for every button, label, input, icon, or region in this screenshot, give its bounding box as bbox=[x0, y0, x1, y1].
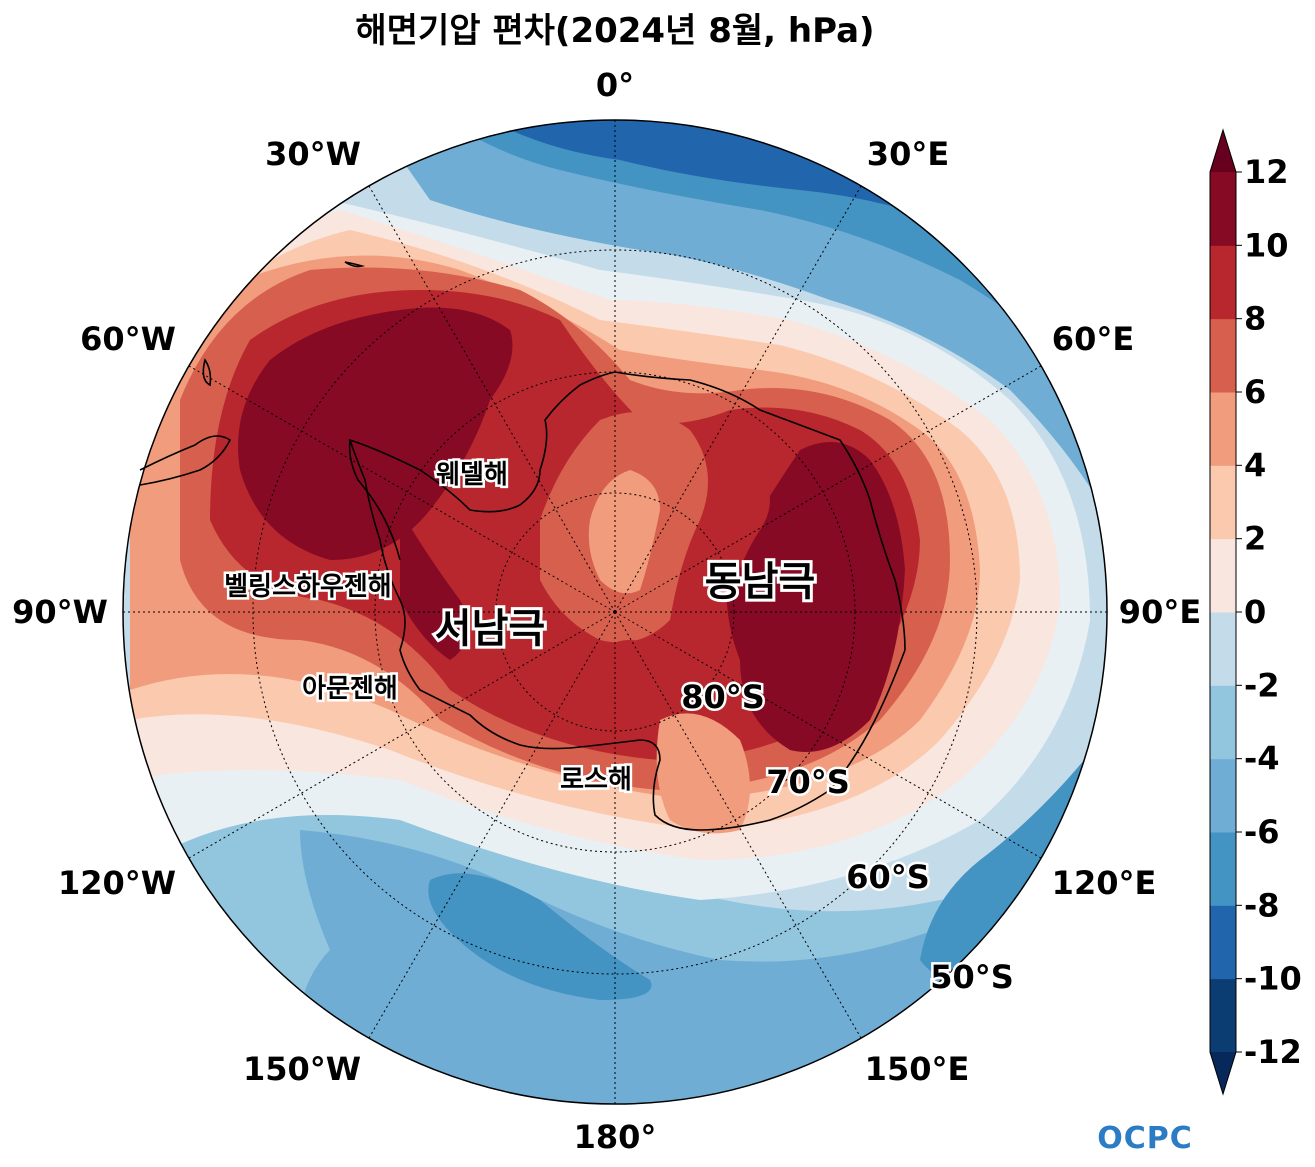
anomaly-pos-12-east bbox=[726, 442, 905, 752]
colorbar-bin bbox=[1210, 245, 1236, 320]
map-title: 해면기압 편차(2024년 8월, hPa) bbox=[355, 11, 874, 51]
meridian-120w bbox=[188, 611, 616, 859]
colorbar-tick-label: -8 bbox=[1244, 886, 1280, 924]
colorbar-bin bbox=[1210, 392, 1236, 466]
longitude-label-90e: 90°E bbox=[1119, 593, 1201, 631]
colorbar-extend-high bbox=[1210, 130, 1236, 172]
label-ross-sea: 로스해 bbox=[560, 765, 632, 795]
longitude-labels: 0° 30°E 60°E 90°E 120°E 150°E 180° 150°W… bbox=[12, 66, 1201, 1156]
anomaly-pos-interior-ross-shelf bbox=[656, 713, 750, 834]
label-amundsen-sea: 아문젠해 bbox=[302, 674, 398, 704]
falkland-islands bbox=[202, 358, 212, 387]
colorbar-tick-label: 10 bbox=[1244, 226, 1289, 264]
south-georgia bbox=[344, 261, 366, 268]
longitude-label-60e: 60°E bbox=[1052, 320, 1134, 358]
colorbar-bin bbox=[1210, 612, 1236, 686]
graticule bbox=[123, 120, 1107, 1104]
latitude-label-60s: 60°S bbox=[846, 858, 930, 896]
meridian-60w bbox=[188, 365, 616, 613]
longitude-label-30w: 30°W bbox=[265, 135, 361, 173]
colorbar-tick-label: -10 bbox=[1244, 960, 1302, 998]
polar-map: 서남극 동남극 웨델해 벨링스하우젠해 아문젠해 로스해 80°S 70°S 6… bbox=[122, 119, 1108, 1105]
meridian-60e bbox=[614, 365, 1042, 613]
longitude-label-150w: 150°W bbox=[243, 1050, 361, 1088]
longitude-label-90w: 90°W bbox=[12, 593, 108, 631]
colorbar-bin bbox=[1210, 465, 1236, 540]
colorbar-tick-label: -4 bbox=[1244, 740, 1280, 778]
colorbar-tick-label: -12 bbox=[1244, 1033, 1302, 1071]
anomaly-pos-dome bbox=[600, 640, 663, 690]
anomaly-neg-pacific-core bbox=[428, 873, 652, 1000]
anomaly-pos-10-east-inner bbox=[690, 470, 770, 600]
anomaly-pos-interior-4 bbox=[588, 470, 660, 594]
colorbar-bin bbox=[1210, 978, 1236, 1053]
colorbar-tick-label: 6 bbox=[1244, 373, 1266, 411]
longitude-label-120e: 120°E bbox=[1052, 864, 1157, 902]
colorbar: 12 10 8 6 4 2 0 -2 -4 -6 -8 -10 -12 bbox=[1209, 128, 1302, 1096]
colorbar-tick-label: 2 bbox=[1244, 520, 1266, 558]
antarctica-coastline bbox=[348, 371, 906, 831]
meridian-120e bbox=[614, 611, 1042, 859]
longitude-label-0: 0° bbox=[596, 66, 634, 104]
colorbar-bin bbox=[1210, 538, 1236, 613]
colorbar-tick-label: 8 bbox=[1244, 300, 1266, 338]
colorbar-tick-label: 12 bbox=[1244, 153, 1289, 191]
label-west-antarctica: 서남극 bbox=[435, 606, 545, 652]
longitude-label-120w: 120°W bbox=[58, 864, 176, 902]
colorbar-bin bbox=[1210, 685, 1236, 760]
colorbar-tick-label: 4 bbox=[1244, 446, 1266, 484]
label-weddell-sea: 웨델해 bbox=[436, 460, 508, 490]
colorbar-bin bbox=[1210, 172, 1236, 246]
south-america-tip bbox=[139, 435, 232, 486]
meridian-30w bbox=[368, 185, 616, 613]
antarctic-peninsula bbox=[348, 439, 401, 561]
latitude-label-70s: 70°S bbox=[766, 763, 850, 801]
meridian-30e bbox=[614, 185, 862, 613]
ocpc-logo: OCPC bbox=[1097, 1121, 1193, 1156]
latitude-label-80s: 80°S bbox=[681, 678, 765, 716]
colorbar-bin bbox=[1210, 318, 1236, 393]
latitude-ring-80s bbox=[495, 492, 735, 732]
meridian-150e bbox=[614, 611, 862, 1039]
colorbar-tick-label: 0 bbox=[1244, 593, 1266, 631]
colorbar-bin bbox=[1210, 905, 1236, 980]
longitude-label-60w: 60°W bbox=[80, 320, 176, 358]
latitude-label-50s: 50°S bbox=[930, 958, 1014, 996]
colorbar-bin bbox=[1210, 832, 1236, 906]
colorbar-bin bbox=[1210, 758, 1236, 833]
longitude-label-30e: 30°E bbox=[867, 135, 949, 173]
colorbar-extend-low bbox=[1210, 1052, 1236, 1094]
anomaly-pos-12-west-b bbox=[400, 510, 468, 660]
label-bellingshausen-sea: 벨링스하우젠해 bbox=[224, 572, 391, 602]
colorbar-tick-label: -6 bbox=[1244, 813, 1280, 851]
anomaly-neg-east-edge bbox=[920, 700, 1107, 980]
longitude-label-150e: 150°E bbox=[865, 1050, 970, 1088]
colorbar-tick-label: -2 bbox=[1244, 666, 1280, 704]
label-east-antarctica: 동남극 bbox=[705, 559, 815, 605]
meridian-150w bbox=[368, 611, 616, 1039]
longitude-label-180: 180° bbox=[574, 1118, 657, 1156]
map-boundary bbox=[122, 119, 1108, 1105]
anomaly-pos-12-west bbox=[238, 307, 513, 560]
